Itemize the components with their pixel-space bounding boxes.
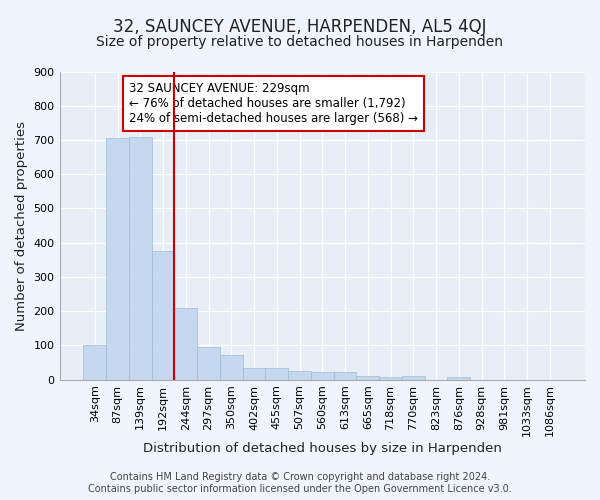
- Bar: [129, 136, 152, 380]
- Text: Size of property relative to detached houses in Harpenden: Size of property relative to detached ho…: [97, 35, 503, 49]
- Bar: [356, 376, 379, 380]
- Bar: [175, 308, 197, 380]
- Bar: [106, 138, 129, 380]
- Bar: [242, 368, 265, 380]
- Bar: [83, 346, 106, 380]
- Bar: [379, 377, 402, 380]
- X-axis label: Distribution of detached houses by size in Harpenden: Distribution of detached houses by size …: [143, 442, 502, 455]
- Text: 32, SAUNCEY AVENUE, HARPENDEN, AL5 4QJ: 32, SAUNCEY AVENUE, HARPENDEN, AL5 4QJ: [113, 18, 487, 36]
- Bar: [152, 252, 175, 380]
- Bar: [265, 368, 288, 380]
- Bar: [197, 347, 220, 380]
- Y-axis label: Number of detached properties: Number of detached properties: [15, 120, 28, 330]
- Bar: [448, 377, 470, 380]
- Bar: [402, 376, 425, 380]
- Bar: [220, 355, 242, 380]
- Text: 32 SAUNCEY AVENUE: 229sqm
← 76% of detached houses are smaller (1,792)
24% of se: 32 SAUNCEY AVENUE: 229sqm ← 76% of detac…: [129, 82, 418, 125]
- Bar: [288, 371, 311, 380]
- Bar: [334, 372, 356, 380]
- Bar: [311, 372, 334, 380]
- Text: Contains HM Land Registry data © Crown copyright and database right 2024.
Contai: Contains HM Land Registry data © Crown c…: [88, 472, 512, 494]
